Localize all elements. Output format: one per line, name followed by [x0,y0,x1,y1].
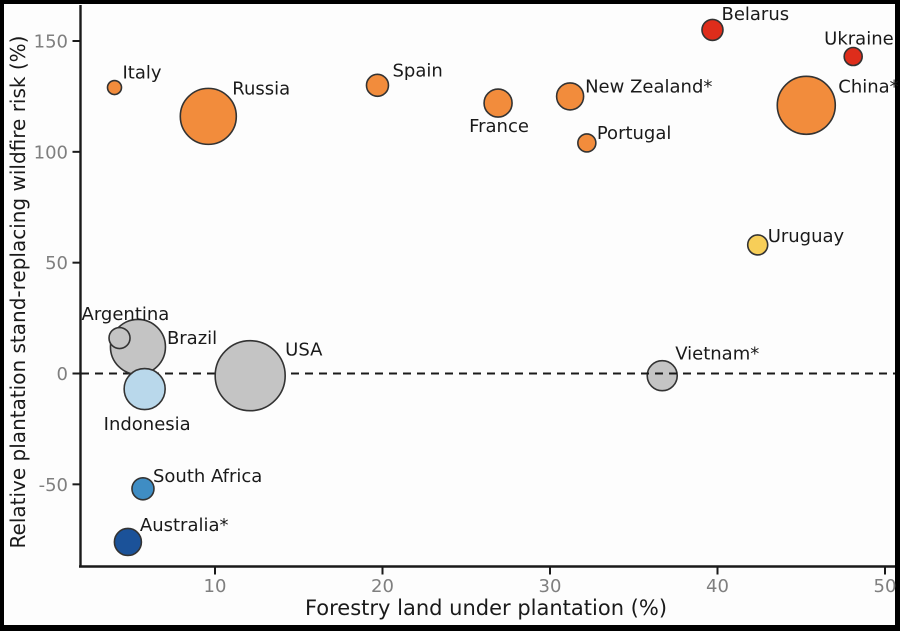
country-label-spain: Spain [392,60,442,81]
country-label-new-zealand: New Zealand* [585,76,712,97]
country-label-uruguay: Uruguay [768,226,845,247]
country-label-south-africa: South Africa [153,466,262,487]
bubble-south-africa [131,476,155,501]
y-tick-label-150: 150 [34,31,68,52]
x-tick-label-20: 20 [371,576,394,597]
bubble-australia [113,527,143,557]
y-axis-title: Relative plantation stand-replacing wild… [6,35,30,549]
country-label-italy: Italy [123,63,162,84]
country-label-vietnam: Vietnam* [675,344,759,365]
bubble-italy [106,79,123,96]
country-label-australia: Australia* [140,515,229,536]
bubble-spain [365,73,390,98]
bubble-china [776,75,837,136]
bubble-vietnam [646,359,679,392]
bubble-belarus [701,18,724,42]
bubble-usa [214,339,286,412]
country-label-usa: USA [285,340,323,361]
country-label-ukraine: Ukraine [824,29,894,50]
x-tick-label-50: 50 [874,576,897,597]
country-label-china: China* [838,76,898,97]
bubble-russia [179,87,238,146]
country-label-brazil: Brazil [167,328,217,349]
y-tick-label-0: 0 [57,364,68,385]
country-label-indonesia: Indonesia [104,414,191,435]
bubble-portugal [577,133,597,153]
country-label-argentina: Argentina [82,304,170,325]
x-tick-label-10: 10 [204,576,227,597]
y-tick-label-100: 100 [34,142,68,163]
figure-background [4,4,895,625]
country-label-portugal: Portugal [597,123,672,144]
bubble-new-zealand [555,82,585,111]
y-tick-label-50: 50 [45,253,68,274]
country-label-belarus: Belarus [721,4,789,25]
x-axis-title: Forestry land under plantation (%) [304,596,668,620]
bubble-france [483,88,513,118]
x-tick-label-40: 40 [706,576,729,597]
x-tick-label-30: 30 [539,576,562,597]
bubble-argentina [108,326,131,350]
country-label-france: France [469,116,529,137]
y-tick-label--50: -50 [39,475,68,496]
bubble-indonesia [123,367,166,411]
bubble-uruguay [746,234,769,256]
bubble-ukraine [843,46,863,67]
country-label-russia: Russia [232,78,290,99]
